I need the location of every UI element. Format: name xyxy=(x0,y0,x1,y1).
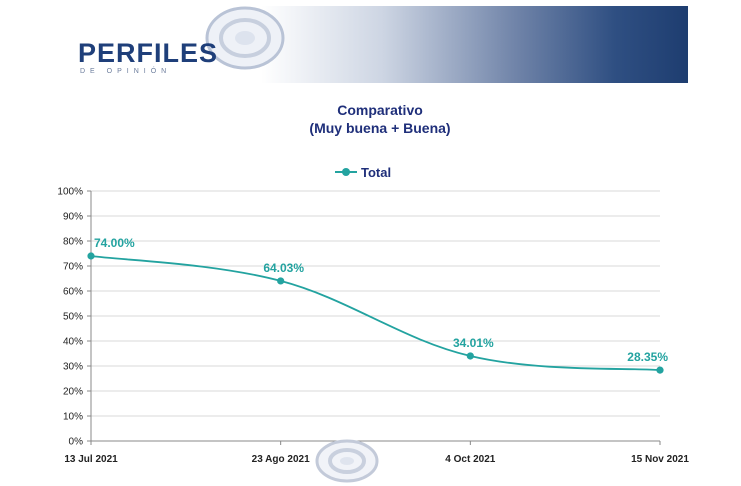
y-tick-label: 70% xyxy=(63,262,83,273)
x-tick-label: 13 Jul 2021 xyxy=(64,454,118,465)
x-tick-label: 15 Nov 2021 xyxy=(631,454,689,465)
series-line xyxy=(90,255,661,372)
brand-logo-text: PERFILES xyxy=(78,38,219,68)
chart-title: Comparativo xyxy=(337,102,423,118)
brand-logo-subtext: DE OPINIÓN xyxy=(80,68,172,75)
header-banner xyxy=(78,6,688,83)
data-point xyxy=(277,277,285,285)
legend-label: Total xyxy=(361,164,392,180)
y-tick-label: 100% xyxy=(57,187,83,198)
watermark-ellipse-icon xyxy=(315,439,379,483)
y-tick-label: 40% xyxy=(63,337,83,348)
y-tick-label: 90% xyxy=(63,212,83,223)
chart-subtitle: (Muy buena + Buena) xyxy=(309,120,451,136)
legend-marker xyxy=(335,167,357,177)
y-tick-label: 80% xyxy=(63,237,83,248)
data-label: 74.00% xyxy=(94,236,135,250)
x-tick-label: 23 Ago 2021 xyxy=(252,454,310,465)
y-tick-label: 30% xyxy=(63,362,83,373)
y-tick-label: 20% xyxy=(63,387,83,398)
data-label: 28.35% xyxy=(627,350,668,364)
data-point xyxy=(466,352,474,360)
chart-title-block: Comparativo (Muy buena + Buena) xyxy=(180,101,580,137)
y-tick-label: 0% xyxy=(69,437,84,448)
y-tick-label: 50% xyxy=(63,312,83,323)
y-tick-label: 60% xyxy=(63,287,83,298)
data-label: 34.01% xyxy=(453,336,494,350)
data-point xyxy=(87,252,95,260)
target-ellipse-icon xyxy=(205,6,285,70)
data-label: 64.03% xyxy=(263,261,304,275)
y-tick-label: 10% xyxy=(63,412,83,423)
data-point xyxy=(656,366,664,374)
chart-legend: Total xyxy=(335,164,391,180)
x-tick-label: 4 Oct 2021 xyxy=(445,454,495,465)
